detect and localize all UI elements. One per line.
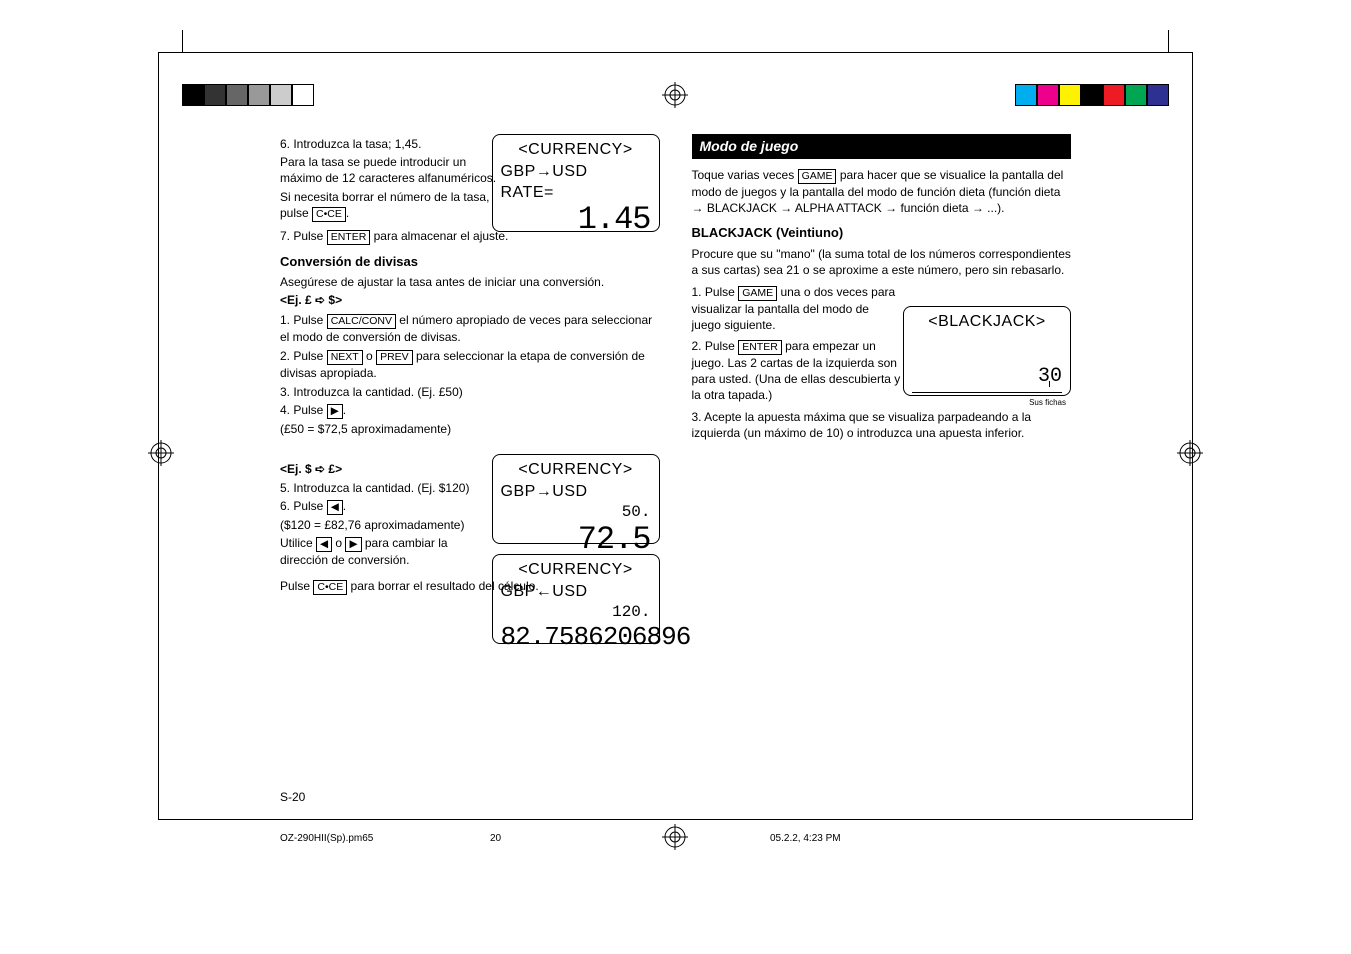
key-enter: ENTER (738, 340, 782, 355)
bj-step-1: 1. Pulse GAME una o dos veces para visua… (692, 284, 902, 333)
right-column: Modo de juego Toque varias veces GAME pa… (692, 134, 1072, 597)
heading-blackjack: BLACKJACK (Veintiuno) (692, 224, 1072, 242)
lcd-blackjack: <BLACKJACK> 30 Sus fichas (903, 306, 1071, 396)
text: 7. Pulse (280, 229, 327, 243)
meta-timestamp: 05.2.2, 4:23 PM (770, 833, 841, 844)
conv-step-3: 3. Introduzca la cantidad. (Ej. £50) (280, 384, 660, 400)
registration-mark (148, 440, 174, 466)
color-bar-left (182, 84, 314, 106)
key-enter: ENTER (327, 230, 371, 245)
example-1-heading: <Ej. £ ➪ $> (280, 292, 660, 308)
game-intro: Toque varias veces GAME para hacer que s… (692, 167, 1072, 216)
bj-step-3: 3. Acepte la apuesta máxima que se visua… (692, 409, 1072, 441)
key-left: ◀ (327, 500, 343, 515)
lcd-rate: <CURRENCY> GBP→USD RATE= 1.45 (492, 134, 660, 232)
conv-step-6: 6. Pulse ◀. (280, 498, 498, 515)
lcd-line: <CURRENCY> (501, 459, 651, 481)
step-6-note-b: Si necesita borrar el número de la tasa,… (280, 189, 498, 222)
step-6: 6. Introduzca la tasa; 1,45. (280, 136, 498, 152)
lcd-result-2: <CURRENCY> GBP←USD 120. 82.7586206896 (492, 554, 660, 644)
blackjack-intro: Procure que su "mano" (la suma total de … (692, 246, 1072, 278)
crop-mark (182, 30, 183, 52)
registration-mark (662, 82, 688, 108)
conv-intro: Asegúrese de ajustar la tasa antes de in… (280, 274, 660, 290)
key-next: NEXT (327, 350, 363, 365)
text: para almacenar el ajuste. (370, 229, 508, 243)
text: Pulse (280, 579, 313, 593)
text: 2. Pulse (692, 339, 739, 353)
key-calcconv: CALC/CONV (327, 314, 396, 329)
key-right: ▶ (327, 404, 343, 419)
lcd-line: <CURRENCY> (501, 139, 651, 161)
key-right: ▶ (345, 537, 361, 552)
lcd-result-1: <CURRENCY> GBP→USD 50. 72.5 (492, 454, 660, 544)
key-cce: C•CE (312, 207, 346, 222)
bj-step-2: 2. Pulse ENTER para empezar un juego. La… (692, 338, 902, 404)
conv-step-4-block: 4. Pulse ▶. (£50 = $72,5 aproximadamente… (280, 402, 498, 437)
blackjack-steps-narrow: 1. Pulse GAME una o dos veces para visua… (692, 284, 902, 403)
page-number: S-20 (280, 790, 1071, 804)
text: o (363, 349, 376, 363)
meta-pagenum: 20 (490, 833, 501, 844)
crop-mark (1169, 52, 1191, 53)
text: Toque varias veces (692, 168, 798, 182)
color-bar-right (1015, 84, 1169, 106)
content-area: 6. Introduzca la tasa; 1,45. Para la tas… (280, 134, 1071, 597)
text: 1. Pulse (692, 285, 739, 299)
crop-mark (1168, 30, 1169, 52)
lcd-input: 120. (501, 602, 651, 624)
conv-step-4-note: (£50 = $72,5 aproximadamente) (280, 421, 498, 437)
conv-step-6-dir: Utilice ◀ o ▶ para cambiar la dirección … (280, 535, 498, 568)
step-6-note-a: Para la tasa se puede introducir un máxi… (280, 154, 498, 186)
file-meta: OZ-290HII(Sp).pm65 20 05.2.2, 4:23 PM (280, 833, 1071, 844)
text: o (332, 536, 345, 550)
key-prev: PREV (376, 350, 413, 365)
lcd-value: 1.45 (501, 204, 651, 236)
key-game: GAME (738, 286, 777, 301)
lcd-line: <CURRENCY> (501, 559, 651, 581)
lcd-chips: 30 (912, 363, 1062, 393)
tick-mark (1049, 381, 1050, 387)
text: 4. Pulse (280, 403, 327, 417)
key-game: GAME (798, 169, 837, 184)
lcd-line: <BLACKJACK> (912, 311, 1062, 333)
key-left: ◀ (316, 537, 332, 552)
conv-step-1: 1. Pulse CALC/CONV el número apropiado d… (280, 312, 660, 345)
meta-filename: OZ-290HII(Sp).pm65 (280, 833, 373, 844)
registration-mark (1177, 440, 1203, 466)
conv-step-6-block: 6. Pulse ◀. ($120 = £82,76 aproximadamen… (280, 498, 498, 568)
key-cce: C•CE (313, 580, 347, 595)
step-6-block: 6. Introduzca la tasa; 1,45. Para la tas… (280, 136, 498, 222)
section-header-game: Modo de juego (692, 134, 1072, 159)
text: 6. Pulse (280, 499, 327, 513)
heading-conversion: Conversión de divisas (280, 253, 660, 271)
conv-step-4: 4. Pulse ▶. (280, 402, 498, 419)
conv-step-6-note: ($120 = £82,76 aproximadamente) (280, 517, 498, 533)
left-column: 6. Introduzca la tasa; 1,45. Para la tas… (280, 134, 660, 597)
text: Utilice (280, 536, 316, 550)
text: 2. Pulse (280, 349, 327, 363)
conv-step-2: 2. Pulse NEXT o PREV para seleccionar la… (280, 348, 660, 381)
text: 1. Pulse (280, 313, 327, 327)
lcd-value: 82.7586206896 (501, 624, 651, 650)
crop-mark (160, 52, 182, 53)
lcd-line: GBP→USD (501, 481, 651, 503)
lcd-line: GBP←USD (501, 581, 651, 603)
lcd-value: 72.5 (501, 524, 651, 556)
lcd-note: Sus fichas (1029, 398, 1066, 409)
lcd-line: GBP→USD (501, 161, 651, 183)
